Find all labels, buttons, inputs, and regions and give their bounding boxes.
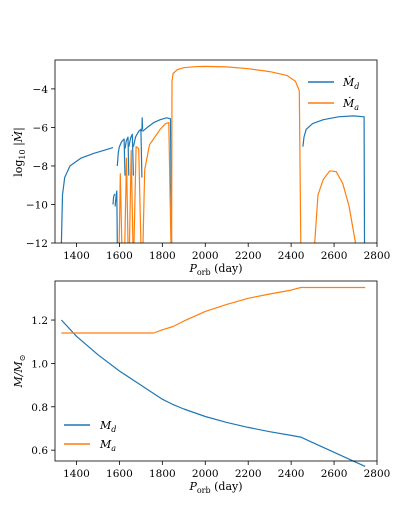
top-y-axis-label: log10 |Ṁ|: [11, 127, 27, 177]
top-series-0-segment-6: [132, 128, 143, 178]
bottom-y-axis-label: M/M⊙: [12, 355, 27, 389]
bottom-x-tick-label: 2600: [321, 468, 348, 480]
bottom-x-axis-label: Porb (day): [188, 480, 242, 495]
mass-transfer-rate-panel: 1400 1600 1800 2000 2200 2400 2600 2800 −4−6−8−…: [11, 59, 390, 277]
top-series-0-segment-8: [142, 117, 173, 244]
top-series-0-segment-9: [302, 115, 366, 244]
bottom-x-ticks: 1400 1600 1800 2000 2200 2400 2600 2800: [63, 461, 390, 480]
bottom-x-tick-label: 2000: [192, 468, 219, 480]
top-series-1-segment-6: [314, 170, 357, 244]
bottom-x-tick-label: 1400: [63, 468, 90, 480]
top-x-tick-label: 2000: [192, 250, 219, 262]
top-series-0-segment-1: [112, 193, 116, 205]
bottom-series-group: [60, 286, 366, 467]
top-series-0-segment-0: [60, 147, 114, 244]
bottom-x-tick-label: 2800: [364, 468, 391, 480]
top-y-tick-label: −4: [33, 84, 49, 96]
top-series-1-segment-2: [128, 149, 134, 244]
legend-label-m-a: Ma: [99, 438, 116, 453]
top-series-1-segment-3: [133, 146, 142, 244]
top-x-ticks: 1400 1600 1800 2000 2200 2400 2600 2800: [63, 243, 390, 262]
mass-panel: 1400 1600 1800 2000 2200 2400 2600 2800 1.2 1.0 0…: [12, 280, 390, 495]
top-legend: Ṁd Ṁa: [308, 75, 359, 112]
top-series-0-segment-5: [128, 133, 134, 176]
top-x-tick-label: 2600: [321, 250, 348, 262]
top-x-tick-label: 2200: [235, 250, 262, 262]
bottom-x-tick-label: 1600: [106, 468, 133, 480]
legend-label-m-d: Md: [99, 419, 116, 434]
top-x-tick-label: 2800: [364, 250, 391, 262]
top-axes-frame: [54, 59, 378, 244]
top-series-0-segment-2: [114, 190, 118, 244]
bottom-legend: Md Ma: [64, 419, 116, 453]
top-x-axis-label: Porb (day): [188, 262, 242, 277]
top-x-tick-label: 2400: [278, 250, 305, 262]
top-series-1-segment-1: [124, 157, 129, 244]
legend-label-mdot-a: Ṁa: [342, 96, 359, 112]
top-y-tick-label: −10: [26, 199, 48, 211]
top-series-1-segment-5: [171, 65, 302, 244]
top-y-ticks: −4 −6 −8 −10 −12: [26, 84, 55, 250]
bottom-axes-frame: [54, 280, 378, 462]
top-y-tick-label: −8: [33, 161, 48, 173]
legend-label-mdot-d: Ṁd: [342, 75, 359, 91]
bottom-series-0-segment-0: [60, 319, 366, 467]
bottom-x-tick-label: 1800: [149, 468, 176, 480]
bottom-x-tick-label: 2400: [278, 468, 305, 480]
top-y-tick-label: −12: [26, 238, 48, 250]
top-series-1-segment-0: [118, 173, 123, 244]
top-x-tick-label: 1800: [149, 250, 176, 262]
top-y-tick-label: −6: [33, 122, 49, 134]
top-series-0-segment-7: [141, 117, 144, 132]
top-series-0-segment-3: [116, 138, 126, 176]
bottom-y-tick-label: 0.6: [31, 445, 48, 457]
bottom-series-1-segment-0: [61, 286, 366, 334]
bottom-y-tick-label: 0.8: [31, 402, 48, 414]
bottom-y-tick-label: 1.2: [31, 315, 48, 327]
top-x-tick-label: 1600: [106, 250, 133, 262]
top-x-tick-label: 1400: [63, 250, 90, 262]
bottom-y-ticks: 1.2 1.0 0.8 0.6: [31, 315, 55, 457]
bottom-x-tick-label: 2200: [235, 468, 262, 480]
bottom-y-tick-label: 1.0: [31, 358, 48, 370]
top-series-group: [60, 65, 366, 244]
top-series-0-segment-4: [124, 136, 130, 176]
top-series-1-segment-4: [142, 122, 172, 244]
